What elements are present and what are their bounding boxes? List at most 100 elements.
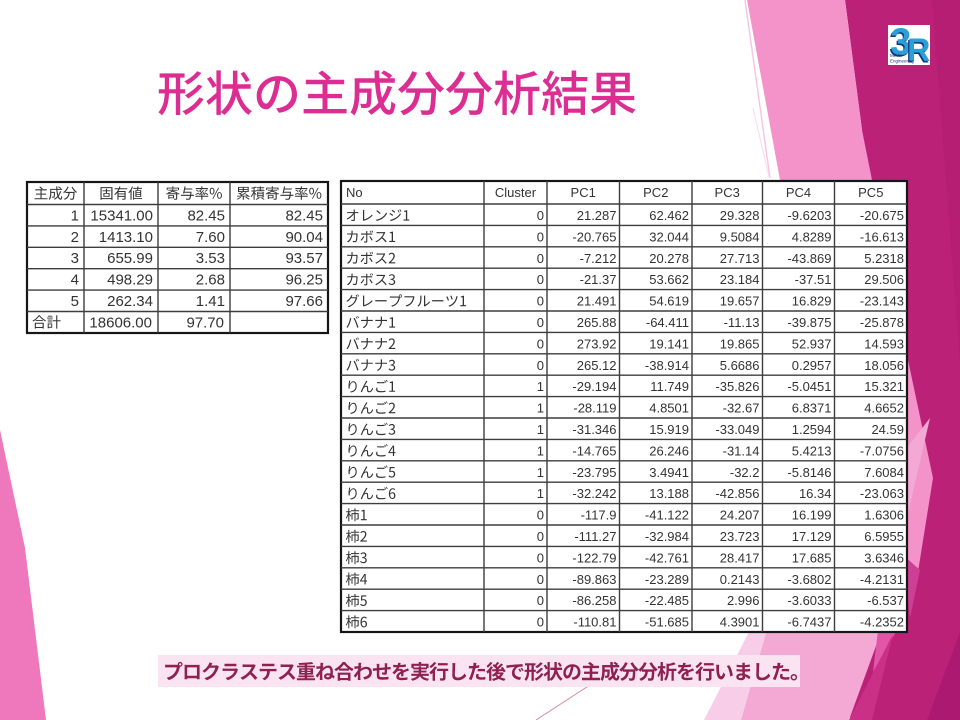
svg-text:-35.826: -35.826 [715,379,759,394]
svg-text:-3.6802: -3.6802 [787,572,831,587]
svg-text:3.4941: 3.4941 [649,465,689,480]
svg-text:5.6686: 5.6686 [720,358,760,373]
svg-text:82.45: 82.45 [187,207,225,224]
svg-text:-32.984: -32.984 [645,529,689,544]
svg-text:-32.2: -32.2 [730,465,760,480]
svg-text:0: 0 [537,358,544,373]
svg-text:1: 1 [537,443,544,458]
svg-text:17.685: 17.685 [792,550,832,565]
svg-text:1413.10: 1413.10 [99,229,153,246]
svg-text:-42.856: -42.856 [715,486,759,501]
svg-text:-31.346: -31.346 [572,422,616,437]
svg-text:-23.289: -23.289 [645,572,689,587]
svg-text:6.8371: 6.8371 [792,401,832,416]
svg-text:1: 1 [537,486,544,501]
svg-text:19.657: 19.657 [720,294,760,309]
svg-text:7.60: 7.60 [196,229,225,246]
svg-text:20.278: 20.278 [649,251,689,266]
svg-text:16.34: 16.34 [799,486,832,501]
svg-text:7.6084: 7.6084 [864,465,904,480]
svg-text:9.5084: 9.5084 [720,229,760,244]
svg-text:PC2: PC2 [643,185,668,200]
svg-text:0: 0 [537,529,544,544]
svg-text:23.184: 23.184 [720,272,760,287]
svg-text:-110.81: -110.81 [573,615,616,630]
svg-text:265.88: 265.88 [577,315,617,330]
svg-text:0: 0 [537,272,544,287]
svg-text:13.188: 13.188 [649,486,689,501]
svg-text:3: 3 [71,250,79,267]
svg-text:93.57: 93.57 [285,250,323,267]
svg-text:0: 0 [537,615,544,630]
svg-text:-23.795: -23.795 [572,465,616,480]
svg-text:-22.485: -22.485 [645,593,689,608]
svg-text:-20.765: -20.765 [572,229,616,244]
svg-text:0: 0 [537,508,544,523]
svg-text:15.919: 15.919 [649,422,689,437]
svg-text:32.044: 32.044 [649,229,689,244]
svg-text:273.92: 273.92 [577,336,617,351]
svg-text:-41.122: -41.122 [645,508,689,523]
svg-text:-38.914: -38.914 [645,358,689,373]
svg-text:-64.411: -64.411 [646,315,689,330]
svg-text:-39.875: -39.875 [787,315,831,330]
svg-text:18606.00: 18606.00 [89,314,152,331]
svg-text:90.04: 90.04 [285,229,323,246]
svg-text:Cluster: Cluster [495,185,537,200]
svg-text:-32.242: -32.242 [572,486,616,501]
svg-text:0: 0 [537,229,544,244]
svg-text:2.68: 2.68 [196,272,225,289]
svg-text:-23.063: -23.063 [860,486,904,501]
svg-text:655.99: 655.99 [107,250,153,267]
svg-text:-23.143: -23.143 [860,294,904,309]
svg-text:0.2957: 0.2957 [792,358,832,373]
svg-text:24.59: 24.59 [871,422,904,437]
svg-text:16.829: 16.829 [792,294,832,309]
svg-text:15.321: 15.321 [864,379,904,394]
svg-text:262.34: 262.34 [107,293,153,310]
svg-text:21.491: 21.491 [577,294,617,309]
svg-text:-42.761: -42.761 [645,550,689,565]
svg-text:97.66: 97.66 [285,293,323,310]
svg-text:17.129: 17.129 [792,529,832,544]
svg-text:4.6652: 4.6652 [864,401,904,416]
svg-text:62.462: 62.462 [649,208,689,223]
svg-text:1.2594: 1.2594 [792,422,832,437]
svg-text:0: 0 [537,294,544,309]
svg-text:PC3: PC3 [715,185,740,200]
svg-text:-86.258: -86.258 [572,593,616,608]
svg-text:5.2318: 5.2318 [864,251,904,266]
svg-text:1.6306: 1.6306 [864,508,904,523]
svg-text:3: 3 [890,22,911,64]
svg-text:5.4213: 5.4213 [792,443,832,458]
svg-text:-33.049: -33.049 [715,422,759,437]
svg-text:-117.9: -117.9 [581,508,617,523]
svg-text:19.865: 19.865 [720,336,760,351]
svg-text:0: 0 [537,315,544,330]
svg-text:1: 1 [537,465,544,480]
svg-text:96.25: 96.25 [285,272,323,289]
svg-text:-5.0451: -5.0451 [787,379,831,394]
svg-text:-6.7437: -6.7437 [787,615,831,630]
svg-text:Medic: Medic [890,53,903,58]
svg-text:-43.869: -43.869 [787,251,831,266]
svg-text:-29.194: -29.194 [572,379,616,394]
svg-text:29.328: 29.328 [720,208,760,223]
svg-text:6.5955: 6.5955 [864,529,904,544]
svg-text:-37.51: -37.51 [795,272,832,287]
svg-text:-7.212: -7.212 [580,251,617,266]
svg-text:-32.67: -32.67 [723,401,760,416]
svg-text:4: 4 [71,272,79,289]
svg-text:1: 1 [537,422,544,437]
svg-text:-111.27: -111.27 [574,529,616,544]
svg-text:24.207: 24.207 [720,508,760,523]
svg-text:14.593: 14.593 [864,336,904,351]
svg-text:0: 0 [537,251,544,266]
svg-text:0: 0 [537,593,544,608]
svg-text:26.246: 26.246 [649,443,689,458]
svg-text:0: 0 [537,572,544,587]
svg-text:-122.79: -122.79 [572,550,616,565]
svg-text:16.199: 16.199 [792,508,832,523]
svg-text:-7.0756: -7.0756 [860,443,904,458]
svg-text:PC5: PC5 [858,185,883,200]
